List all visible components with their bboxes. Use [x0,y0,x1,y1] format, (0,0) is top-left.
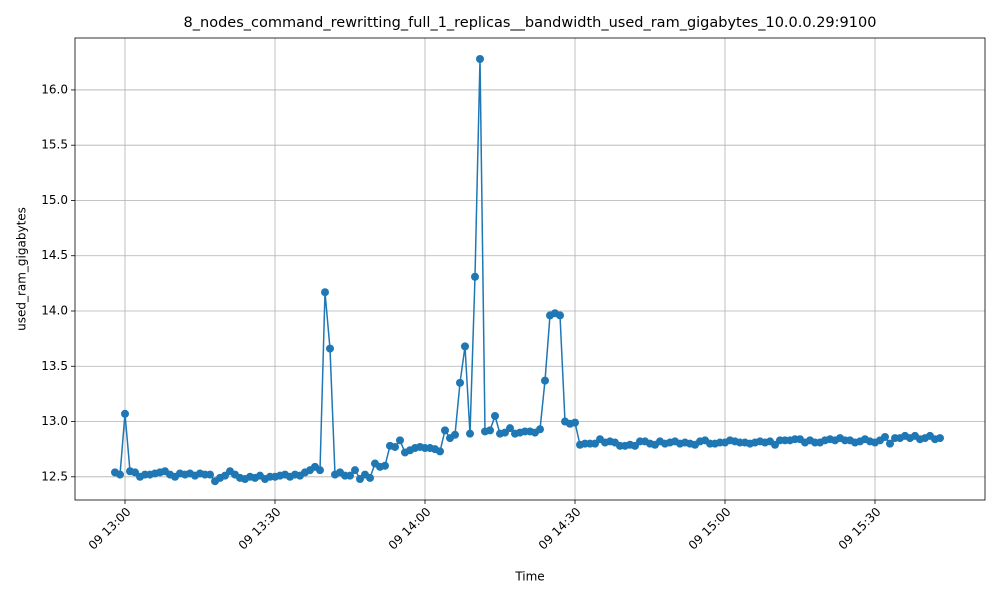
y-tick-label: 15.5 [41,138,68,152]
x-tick-label: 09 14:00 [386,505,434,553]
y-tick-label: 13.5 [41,359,68,373]
data-point [316,466,324,475]
data-point [366,473,374,482]
data-point [351,466,359,475]
y-axis-label: used_ram_gigabytes [15,207,29,331]
data-point [486,426,494,435]
data-point [326,344,334,353]
data-point [381,461,389,470]
data-point [451,430,459,439]
data-point [466,429,474,438]
data-point [886,439,894,448]
data-point [491,412,499,420]
data-point [346,471,354,480]
y-tick-label: 12.5 [41,469,68,483]
data-point [556,311,564,320]
data-point [471,272,479,281]
x-tick-label: 09 15:00 [686,505,734,553]
y-tick-label: 14.5 [41,248,68,262]
y-tick-label: 16.0 [41,82,68,96]
data-point [571,418,579,427]
data-point [476,55,484,63]
x-tick-label: 09 15:30 [836,505,884,553]
data-point [881,433,889,441]
y-tick-label: 15.0 [41,193,68,207]
plot-frame [74,37,986,501]
data-point [121,409,129,418]
series-line [114,58,941,483]
data-point [456,378,464,387]
data-point [536,425,544,434]
data-point [461,342,469,351]
data-point [436,447,444,456]
data-point [506,424,514,433]
data-point [391,442,399,451]
x-tick-label: 09 13:30 [236,505,284,553]
data-point [321,288,329,297]
x-axis-label: Time [514,570,544,584]
data-point [441,426,449,435]
x-tick-label: 09 13:00 [86,505,134,553]
data-point [396,436,404,445]
data-point [936,434,944,443]
data-point [541,376,549,385]
y-tick-label: 14.0 [41,304,68,318]
data-point [116,470,124,479]
y-tick-label: 13.0 [41,414,68,428]
chart-title: 8_nodes_command_rewritting_full_1_replic… [184,15,877,31]
x-tick-label: 09 14:30 [536,505,584,553]
data-point [206,470,214,479]
